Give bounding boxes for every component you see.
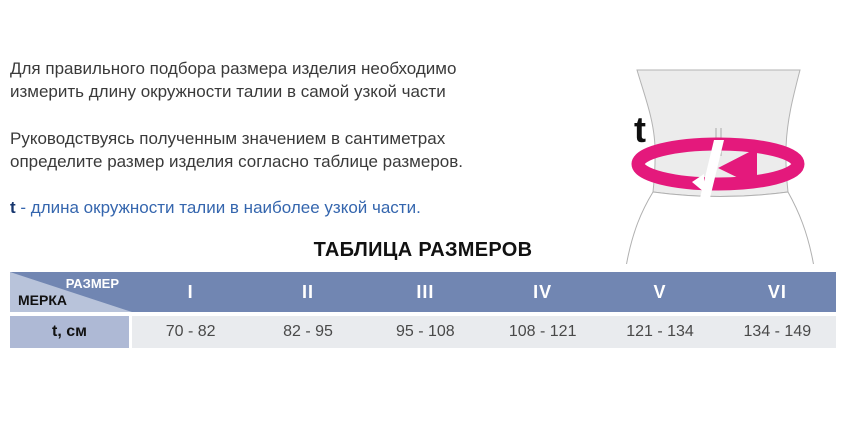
size-column-header: IV (533, 281, 553, 302)
size-column-header: VI (767, 281, 787, 302)
measurement-note: t - длина окружности талии в наиболее уз… (10, 198, 530, 218)
row-label-t-cm: t, см (10, 316, 132, 348)
band-gap (700, 140, 724, 198)
size-table-data-row: t, см 70 - 82 82 - 95 95 - 108 108 - 121… (10, 316, 836, 348)
corner-label-size: РАЗМЕР (65, 276, 119, 291)
hips-shape (626, 191, 814, 264)
waist-measure-figure: t (600, 52, 840, 264)
table-row-separator (10, 312, 836, 316)
size-range-cell: 95 - 108 (395, 323, 455, 340)
size-table-title: ТАБЛИЦА РАЗМЕРОВ (313, 239, 533, 261)
instructions-block: Для правильного подбора размера изделия … (10, 57, 488, 173)
measurement-symbol: t (10, 198, 16, 217)
size-column-header: III (416, 281, 435, 302)
size-range-cell: 134 - 149 (743, 323, 812, 340)
instruction-paragraph-2: Руководствуясь полученным значением в са… (10, 129, 463, 171)
measurement-note-text: - длина окружности талии в наиболее узко… (15, 198, 421, 217)
size-range-cell: 70 - 82 (165, 323, 216, 340)
size-range-cell: 108 - 121 (508, 323, 577, 340)
size-column-header: I (187, 281, 194, 302)
size-column-header: II (301, 281, 314, 302)
band-arrow-icon (718, 148, 757, 187)
instruction-paragraph-1: Для правильного подбора размера изделия … (10, 59, 457, 101)
figure-t-label: t (634, 109, 646, 150)
size-table: РАЗМЕР МЕРКА I II III IV V VI t, см 70 -… (10, 272, 836, 348)
size-table-header-row: РАЗМЕР МЕРКА I II III IV V VI (10, 272, 836, 312)
corner-label-measure: МЕРКА (18, 292, 67, 308)
size-range-cell: 121 - 134 (626, 323, 694, 340)
size-table-corner-cell: РАЗМЕР МЕРКА (10, 272, 132, 312)
torso-illustration: t (626, 69, 814, 264)
band-tail-notch (692, 174, 704, 192)
size-column-header: V (653, 281, 667, 302)
size-range-cell: 82 - 95 (283, 323, 333, 340)
